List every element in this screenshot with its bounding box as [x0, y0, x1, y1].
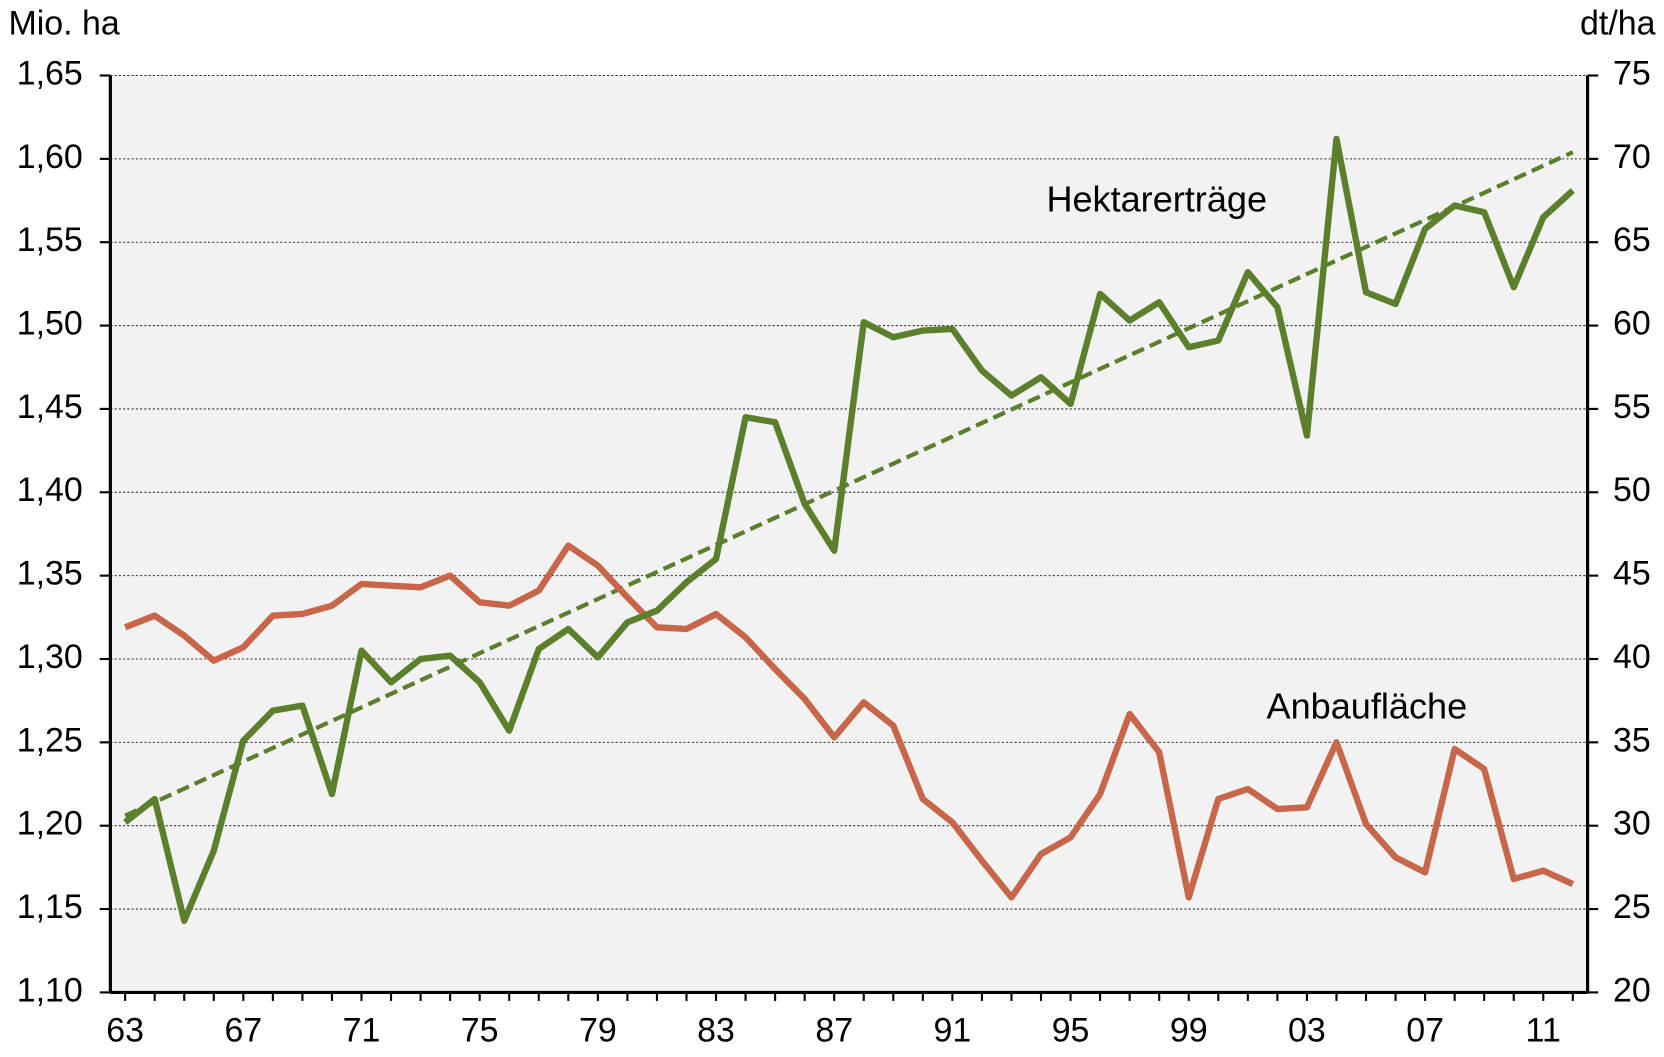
y-tick-label: 1,35	[17, 555, 83, 593]
x-tick-label: 71	[343, 1012, 381, 1050]
y2-tick-label: 20	[1613, 971, 1651, 1009]
y-tick-label: 1,55	[17, 221, 83, 259]
y2-tick-label: 30	[1613, 805, 1651, 843]
x-tick-label: 83	[697, 1012, 735, 1050]
y-tick-label: 1,15	[17, 888, 83, 926]
data-line	[123, 135, 1575, 924]
x-tick-label: 63	[106, 1012, 144, 1050]
trend-line	[124, 150, 1574, 818]
y-tick-label: 1,50	[17, 305, 83, 343]
x-tick-label: 75	[461, 1012, 499, 1050]
x-tick-label: 07	[1406, 1012, 1444, 1050]
y-axis-label: Mio. ha	[8, 5, 119, 43]
y2-tick-label: 45	[1613, 555, 1651, 593]
y2-tick-label: 75	[1613, 54, 1651, 92]
series-label: Anbaufläche	[1267, 686, 1468, 727]
y2-tick-label: 40	[1613, 638, 1651, 676]
x-tick-label: 11	[1526, 1012, 1561, 1050]
x-tick-label: 99	[1170, 1012, 1208, 1050]
x-tick-label: 87	[815, 1012, 853, 1050]
y-tick-label: 1,20	[17, 805, 83, 843]
y-tick-label: 1,25	[17, 721, 83, 759]
y2-tick-label: 65	[1613, 221, 1651, 259]
data-line	[123, 542, 1575, 901]
y-tick-label: 1,65	[17, 54, 83, 92]
x-tick-label: 03	[1288, 1012, 1326, 1050]
x-tick-label: 79	[579, 1012, 617, 1050]
y2-tick-label: 35	[1613, 721, 1651, 759]
y2-axis-label: dt/ha	[1580, 5, 1656, 43]
y-tick-label: 1,10	[17, 971, 83, 1009]
y-tick-label: 1,40	[17, 471, 83, 509]
y2-tick-label: 25	[1613, 888, 1651, 926]
series-label: Hektarerträge	[1046, 178, 1267, 219]
y2-tick-label: 60	[1613, 305, 1651, 343]
y-tick-label: 1,30	[17, 638, 83, 676]
y-tick-label: 1,45	[17, 388, 83, 426]
y2-tick-label: 70	[1613, 138, 1651, 176]
x-tick-label: 67	[224, 1012, 262, 1050]
y2-tick-label: 55	[1613, 388, 1651, 426]
y-tick-label: 1,60	[17, 138, 83, 176]
x-tick-label: 95	[1052, 1012, 1090, 1050]
plot-area	[110, 75, 1588, 993]
x-tick-label: 91	[934, 1012, 972, 1050]
y2-tick-label: 50	[1613, 471, 1651, 509]
